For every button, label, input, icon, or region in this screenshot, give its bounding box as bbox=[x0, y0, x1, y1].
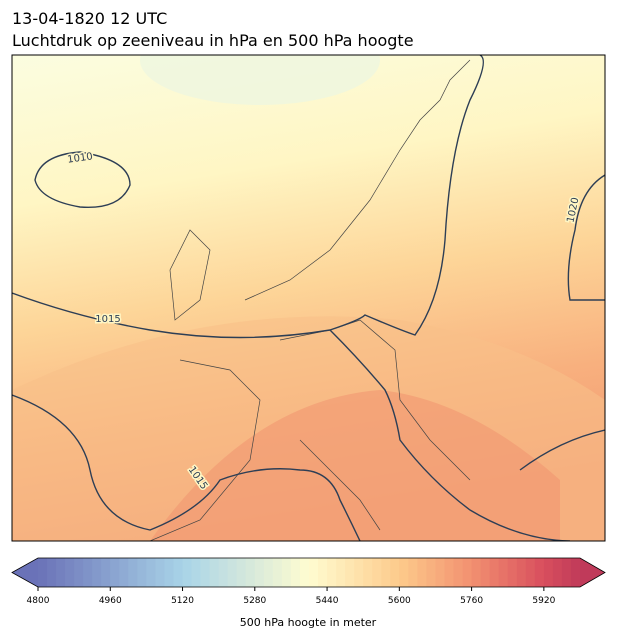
colorbar-tick-label: 5760 bbox=[460, 596, 483, 606]
colorbar-segment bbox=[137, 558, 147, 587]
colorbar-segment bbox=[318, 558, 328, 587]
colorbar-segment bbox=[543, 558, 554, 587]
colorbar-segment bbox=[209, 558, 220, 587]
colorbar-tick-label: 5440 bbox=[316, 596, 339, 606]
colorbar-segment bbox=[173, 558, 184, 587]
colorbar-segment bbox=[128, 558, 138, 587]
colorbar-segment bbox=[218, 558, 229, 587]
subtitle: Luchtdruk op zeeniveau in hPa en 500 hPa… bbox=[12, 31, 414, 50]
colorbar-segment bbox=[489, 558, 500, 587]
colorbar-extend-high bbox=[580, 558, 605, 587]
colorbar-segment bbox=[182, 558, 193, 587]
colorbar-segment bbox=[38, 558, 48, 587]
colorbar-segment bbox=[498, 558, 509, 587]
colorbar: 4800 4960 5120 5280 5440 5600 5760 5920 bbox=[11, 557, 606, 606]
colorbar-segment bbox=[390, 558, 400, 587]
colorbar-segment bbox=[200, 558, 211, 587]
colorbar-segment bbox=[453, 558, 464, 587]
colorbar-segment bbox=[47, 558, 57, 587]
colorbar-segment bbox=[56, 558, 66, 587]
colorbar-tick-label: 5120 bbox=[171, 596, 194, 606]
colorbar-segment bbox=[146, 558, 156, 587]
colorbar-segment bbox=[110, 558, 120, 587]
colorbar-segment bbox=[281, 558, 292, 587]
colorbar-segment bbox=[570, 558, 581, 587]
colorbar-segment bbox=[363, 558, 373, 587]
isobar-label: 1015 bbox=[95, 314, 120, 325]
colorbar-segment bbox=[119, 558, 129, 587]
colorbar-segment bbox=[516, 558, 527, 587]
colorbar-extend-low bbox=[12, 558, 38, 587]
colorbar-segment bbox=[435, 558, 445, 587]
colorbar-segment bbox=[354, 558, 364, 587]
title: 13-04-1820 12 UTC bbox=[12, 9, 167, 28]
colorbar-segment bbox=[92, 558, 102, 587]
colorbar-segment bbox=[65, 558, 75, 587]
colorbar-segment bbox=[480, 558, 491, 587]
colorbar-segment bbox=[417, 558, 427, 587]
colorbar-segment bbox=[444, 558, 455, 587]
colorbar-segment bbox=[191, 558, 202, 587]
colorbar-segment bbox=[309, 558, 319, 587]
colorbar-segment bbox=[552, 558, 563, 587]
colorbar-tick-label: 4800 bbox=[27, 596, 50, 606]
colorbar-segment bbox=[290, 558, 301, 587]
colorbar-segment bbox=[381, 558, 391, 587]
colorbar-segment bbox=[83, 558, 93, 587]
colorbar-segment bbox=[272, 558, 283, 587]
colorbar-segment bbox=[336, 558, 346, 587]
colorbar-segment bbox=[236, 558, 247, 587]
colorbar-segment bbox=[525, 558, 536, 587]
colorbar-segment bbox=[263, 558, 274, 587]
colorbar-segment bbox=[101, 558, 111, 587]
colorbar-segment bbox=[408, 558, 418, 587]
colorbar-segment bbox=[299, 558, 310, 587]
colorbar-segment bbox=[327, 558, 337, 587]
colorbar-segment bbox=[534, 558, 545, 587]
colorbar-segment bbox=[372, 558, 382, 587]
colorbar-tick-label: 5280 bbox=[243, 596, 266, 606]
colorbar-outline bbox=[11, 557, 606, 588]
colorbar-tick-label: 4960 bbox=[99, 596, 122, 606]
colorbar-segment bbox=[164, 558, 174, 587]
colorbar-segment bbox=[399, 558, 409, 587]
colorbar-segment bbox=[245, 558, 256, 587]
colorbar-segment bbox=[227, 558, 238, 587]
colorbar-label: 500 hPa hoogte in meter bbox=[240, 616, 377, 629]
colorbar-tick-label: 5600 bbox=[388, 596, 411, 606]
colorbar-segment bbox=[507, 558, 518, 587]
colorbar-segment bbox=[155, 558, 165, 587]
colorbar-segment bbox=[254, 558, 265, 587]
map-frame bbox=[11, 54, 606, 542]
colorbar-segment bbox=[462, 558, 473, 587]
colorbar-segment bbox=[471, 558, 482, 587]
isobar-label: 1010 bbox=[67, 151, 94, 165]
colorbar-segment bbox=[74, 558, 84, 587]
colorbar-tick-label: 5920 bbox=[532, 596, 555, 606]
colorbar-segment bbox=[426, 558, 436, 587]
colorbar-segment bbox=[345, 558, 355, 587]
colorbar-segment bbox=[561, 558, 572, 587]
